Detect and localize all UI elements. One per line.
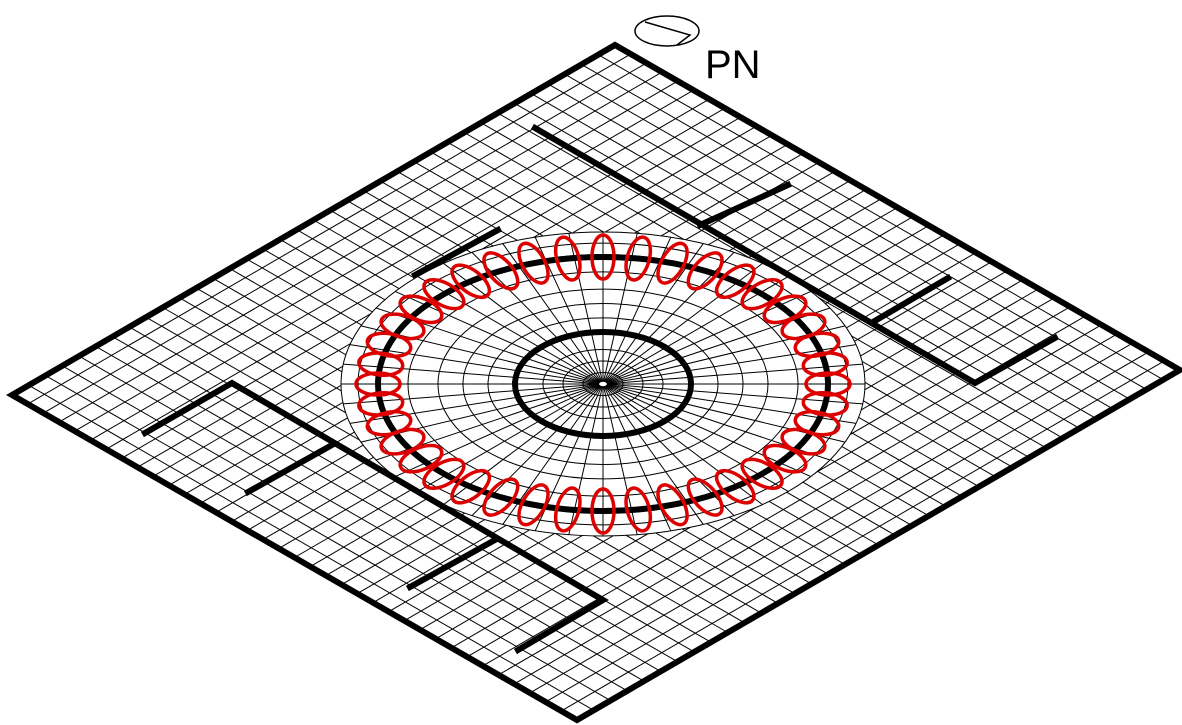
beam (410, 540, 495, 587)
north-label: PN (705, 43, 761, 87)
beam (873, 278, 948, 322)
mesh-drawing: PN (0, 0, 1182, 725)
beam (700, 185, 788, 225)
north-icon (635, 16, 699, 46)
